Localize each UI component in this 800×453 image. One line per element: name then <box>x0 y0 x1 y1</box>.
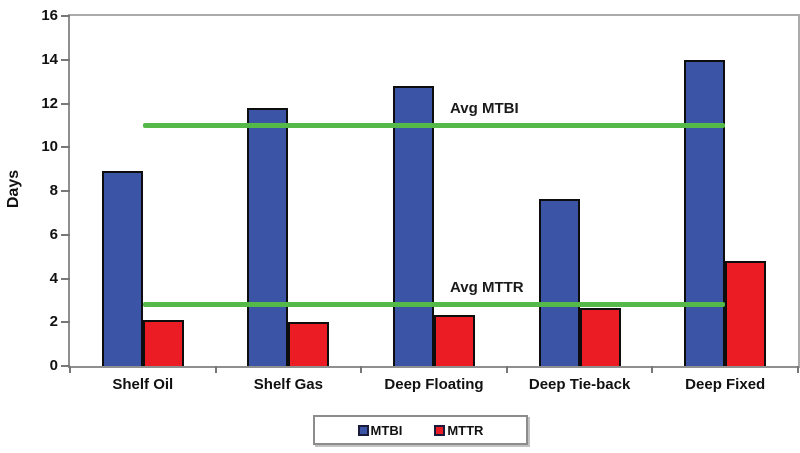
y-tick-label-2: 2 <box>49 313 58 331</box>
bar-mttr-shelf-gas <box>288 322 330 366</box>
y-tick-label-4: 4 <box>49 269 58 287</box>
y-tick-label-14: 14 <box>41 50 58 68</box>
chart-legend: MTBI MTTR <box>313 415 528 445</box>
legend-marker-mttr-icon <box>434 424 446 436</box>
x-category-label-deep-floating: Deep Floating <box>384 376 484 393</box>
y-tick-label-16: 16 <box>41 7 58 24</box>
y-tick-label-6: 6 <box>49 225 58 243</box>
bar-mtbi-shelf-gas <box>247 108 289 366</box>
y-tick-4 <box>61 277 70 280</box>
x-tick-1 <box>214 366 217 373</box>
x-category-label-deep-fixed: Deep Fixed <box>685 376 766 393</box>
y-tick-2 <box>61 321 70 324</box>
y-tick-14 <box>61 58 70 61</box>
legend-label-mtbi: MTBI <box>370 422 403 438</box>
y-tick-6 <box>61 233 70 236</box>
y-tick-label-10: 10 <box>41 138 58 156</box>
y-tick-12 <box>61 102 70 105</box>
y-tick-label-12: 12 <box>41 94 58 112</box>
x-tick-5 <box>797 366 799 373</box>
bar-mtbi-deep-floating <box>393 86 434 366</box>
x-category-label-deep-tie-back: Deep Tie-back <box>528 376 631 393</box>
x-tick-2 <box>360 366 363 373</box>
bar-mttr-shelf-oil <box>142 320 184 366</box>
x-category-label-shelf-oil: Shelf Oil <box>112 376 174 393</box>
legend-marker-mtbi-icon <box>357 424 369 436</box>
reference-line-avg-mtbi <box>142 122 726 128</box>
y-tick-0 <box>61 365 70 367</box>
x-tick-4 <box>651 366 654 373</box>
legend-item-mttr: MTTR <box>434 423 483 438</box>
legend-item-mtbi: MTBI <box>357 422 403 438</box>
bar-mtbi-shelf-oil <box>101 171 143 366</box>
x-tick-3 <box>505 366 508 373</box>
bar-mttr-deep-fixed <box>725 261 767 366</box>
y-tick-10 <box>61 146 70 149</box>
x-tick-0 <box>69 366 71 373</box>
reference-line-label-avg-mttr: Avg MTTR <box>450 279 524 297</box>
reference-line-label-avg-mtbi: Avg MTBI <box>450 99 519 117</box>
y-tick-16 <box>61 15 70 17</box>
y-tick-8 <box>61 190 70 192</box>
plot-area: 0 2 4 6 8 10 12 14 16 Shelf Oil Shelf Gas Deep Floa… <box>41 7 800 393</box>
bar-mtbi-deep-tie-back <box>538 199 580 366</box>
y-tick-label-8: 8 <box>49 182 58 199</box>
legend-label-mttr: MTTR <box>447 422 484 438</box>
bar-mtbi-deep-fixed <box>684 60 726 366</box>
x-category-label-shelf-gas: Shelf Gas <box>253 376 323 393</box>
reference-line-avg-mttr <box>142 302 726 308</box>
bar-mttr-deep-floating <box>434 315 475 366</box>
bar-mttr-deep-tie-back <box>579 308 621 366</box>
y-tick-label-0: 0 <box>49 357 58 374</box>
